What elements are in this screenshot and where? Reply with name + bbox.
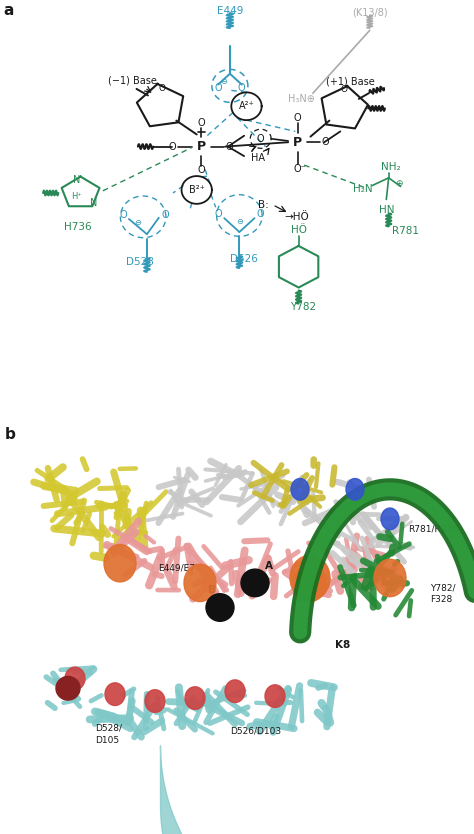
Text: O: O <box>198 165 205 175</box>
Ellipse shape <box>104 545 136 582</box>
Text: O: O <box>158 83 165 93</box>
Text: O: O <box>119 209 127 219</box>
Text: O: O <box>214 83 222 93</box>
Ellipse shape <box>294 564 326 601</box>
Text: K8: K8 <box>335 640 350 650</box>
Text: H₃N⊕: H₃N⊕ <box>288 94 314 104</box>
Ellipse shape <box>145 690 165 712</box>
Text: P: P <box>293 136 302 148</box>
Text: O: O <box>257 208 264 219</box>
Ellipse shape <box>291 479 309 500</box>
Text: (−1) Base: (−1) Base <box>108 75 157 85</box>
Text: H₂N: H₂N <box>353 183 373 193</box>
Text: D526: D526 <box>230 254 258 264</box>
Text: ⊖: ⊖ <box>134 218 141 227</box>
Text: O: O <box>257 133 264 143</box>
Text: HA: HA <box>251 153 265 163</box>
Ellipse shape <box>105 683 125 706</box>
Text: HÖ: HÖ <box>291 225 307 235</box>
Ellipse shape <box>184 564 216 601</box>
Text: D526/D103: D526/D103 <box>230 726 281 735</box>
Text: O: O <box>198 118 205 128</box>
Text: ⊖: ⊖ <box>236 217 243 226</box>
Text: Y782/: Y782/ <box>430 583 456 592</box>
Text: D528: D528 <box>126 258 154 268</box>
Text: O: O <box>214 208 222 219</box>
Text: O: O <box>321 138 329 148</box>
Text: →HÖ: →HÖ <box>284 212 309 222</box>
Text: E449/E7: E449/E7 <box>158 564 195 573</box>
Text: O: O <box>225 142 233 152</box>
Text: b: b <box>5 427 16 442</box>
Ellipse shape <box>381 508 399 530</box>
Ellipse shape <box>265 685 285 707</box>
Text: N: N <box>90 198 98 208</box>
Text: Y782: Y782 <box>290 302 317 312</box>
Ellipse shape <box>225 680 245 702</box>
Text: (K13/8): (K13/8) <box>352 8 388 18</box>
Text: NH₂: NH₂ <box>381 162 401 172</box>
Text: B: B <box>208 585 216 595</box>
Text: H⁺: H⁺ <box>72 192 82 201</box>
Ellipse shape <box>346 479 364 500</box>
Polygon shape <box>231 93 262 120</box>
Ellipse shape <box>290 555 330 600</box>
Text: R781: R781 <box>392 226 419 236</box>
Ellipse shape <box>374 560 406 596</box>
Text: a: a <box>3 3 14 18</box>
Circle shape <box>206 594 234 621</box>
Text: ⊕: ⊕ <box>395 178 403 188</box>
Text: B²⁺: B²⁺ <box>189 185 205 195</box>
Circle shape <box>56 676 80 700</box>
Text: B:: B: <box>258 199 268 209</box>
Text: (+1) Base: (+1) Base <box>327 77 375 87</box>
Circle shape <box>241 569 269 596</box>
Polygon shape <box>182 176 212 203</box>
Text: A: A <box>265 561 273 571</box>
Text: H736: H736 <box>64 222 92 232</box>
Text: O: O <box>161 209 169 219</box>
Text: ⊖: ⊖ <box>220 77 227 86</box>
Text: O: O <box>294 113 301 123</box>
Text: O: O <box>341 85 347 94</box>
Text: HN: HN <box>379 205 394 215</box>
Text: F328: F328 <box>430 595 452 604</box>
Ellipse shape <box>65 667 85 690</box>
Text: O: O <box>168 142 176 152</box>
Text: A²⁺: A²⁺ <box>238 101 255 111</box>
Text: E449: E449 <box>217 6 243 16</box>
Text: O⁻: O⁻ <box>294 164 306 174</box>
Ellipse shape <box>185 686 205 710</box>
Text: P: P <box>197 140 206 153</box>
Text: D105: D105 <box>95 736 119 745</box>
Text: O: O <box>238 83 246 93</box>
Text: R781/R330: R781/R330 <box>408 525 458 533</box>
Text: N: N <box>73 175 81 185</box>
Text: D528/: D528/ <box>95 723 122 732</box>
